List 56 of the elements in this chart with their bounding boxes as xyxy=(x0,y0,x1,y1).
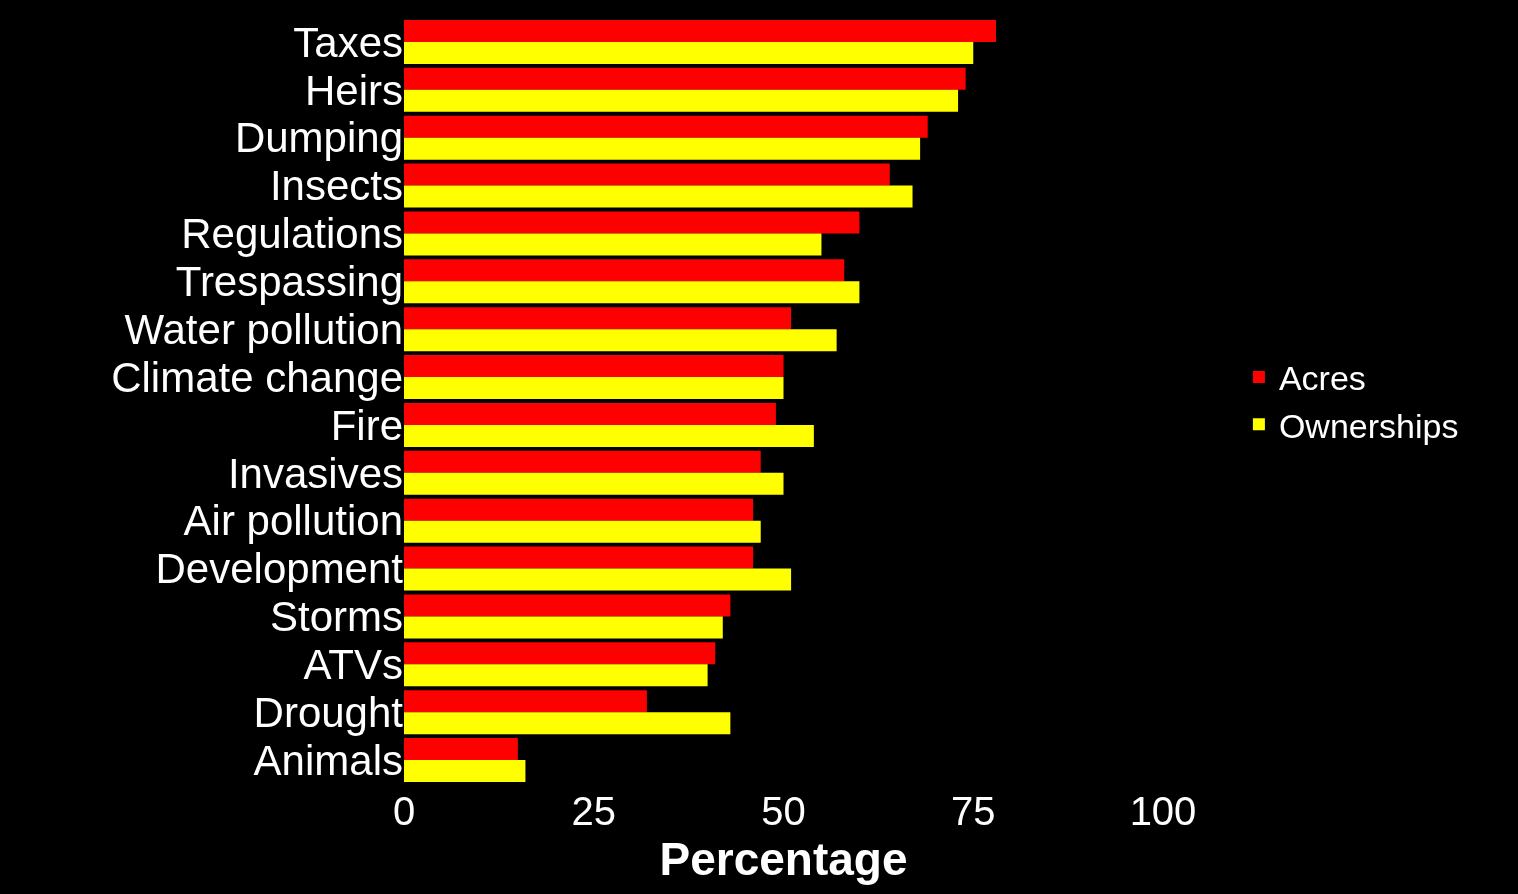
bar xyxy=(404,137,921,160)
y-tick-label: Fire xyxy=(330,401,403,449)
y-tick-label: Drought xyxy=(253,688,404,736)
y-tick-label: Regulations xyxy=(181,210,403,258)
y-tick-label: Dumping xyxy=(234,114,403,162)
bar xyxy=(404,546,754,569)
y-tick-label: Invasives xyxy=(227,449,403,497)
bar xyxy=(404,760,526,783)
bar xyxy=(404,642,716,665)
bar xyxy=(404,424,814,447)
y-tick-label: Insects xyxy=(269,162,403,210)
bar xyxy=(404,498,754,521)
bar xyxy=(404,329,837,352)
bar xyxy=(404,520,761,543)
bar xyxy=(404,450,761,473)
bar xyxy=(404,568,792,591)
bar xyxy=(404,594,731,617)
bar xyxy=(404,281,860,304)
y-tick-label: Water pollution xyxy=(124,305,403,353)
y-tick-label: Air pollution xyxy=(183,497,403,545)
x-tick-label: 75 xyxy=(951,789,996,833)
x-tick-label: 100 xyxy=(1129,789,1197,833)
x-tick-label: 50 xyxy=(761,789,806,833)
x-tick-label: 0 xyxy=(392,789,416,833)
bar xyxy=(404,307,792,330)
y-tick-label: Trespassing xyxy=(175,258,403,306)
bar xyxy=(404,163,890,186)
y-tick-label: Animals xyxy=(253,736,403,784)
y-tick-label: Development xyxy=(155,545,404,593)
bar xyxy=(404,616,723,639)
bar xyxy=(404,690,647,713)
y-tick-label: Taxes xyxy=(293,18,403,66)
bar xyxy=(404,211,860,234)
bar xyxy=(404,259,845,282)
bar xyxy=(404,712,731,735)
bar xyxy=(404,185,913,208)
bar xyxy=(404,233,822,256)
bar xyxy=(404,738,518,761)
legend-label: Acres xyxy=(1278,359,1366,398)
bar xyxy=(404,41,974,64)
bar xyxy=(404,115,928,138)
y-tick-label: Climate change xyxy=(111,353,403,401)
x-axis-title: Percentage xyxy=(659,833,908,885)
y-tick-label: ATVs xyxy=(303,641,403,689)
bar xyxy=(404,377,784,400)
bar xyxy=(404,67,966,90)
legend-label: Ownerships xyxy=(1278,406,1459,445)
bar xyxy=(404,472,784,495)
x-tick-label: 25 xyxy=(571,789,616,833)
bar xyxy=(404,19,997,42)
bar xyxy=(404,89,959,112)
bar xyxy=(404,402,776,425)
y-tick-label: Heirs xyxy=(304,66,403,114)
y-tick-label: Storms xyxy=(269,593,403,641)
bar xyxy=(404,664,708,687)
bar xyxy=(404,355,784,378)
